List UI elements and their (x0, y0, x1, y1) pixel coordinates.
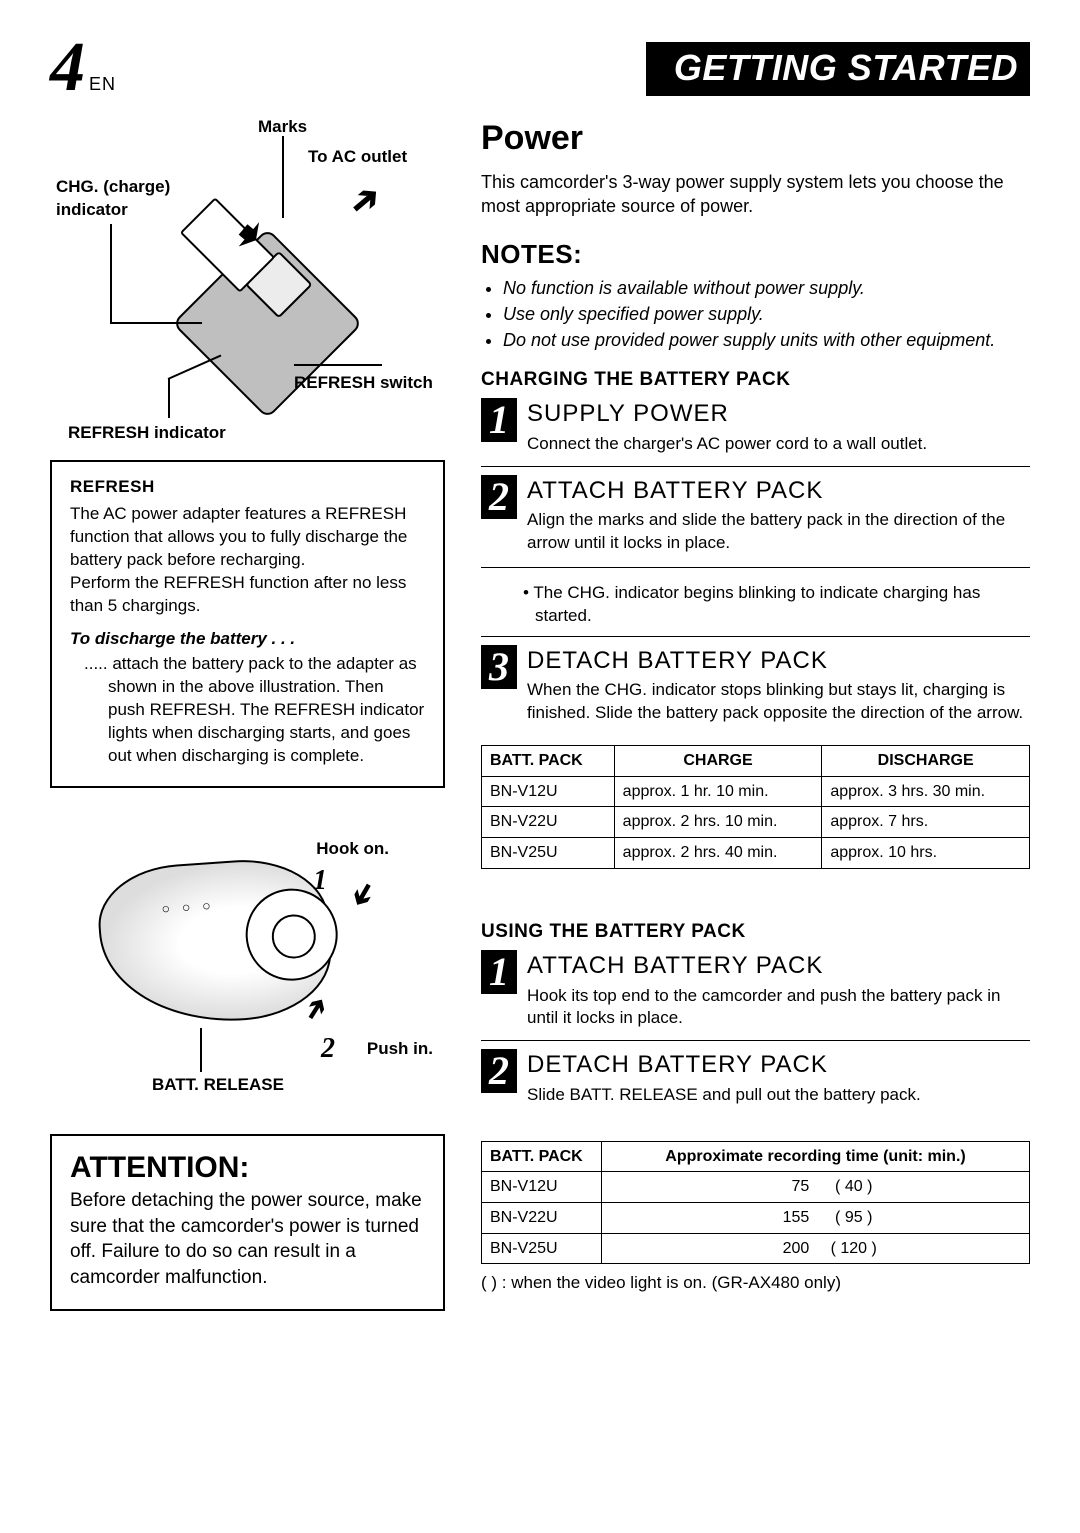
table-cell: BN-V25U (482, 837, 615, 868)
step-number: 2 (481, 1049, 517, 1093)
table-header: BATT. PACK (482, 746, 615, 777)
label-to-ac: To AC outlet (308, 146, 407, 169)
step-title: ATTACH BATTERY PACK (527, 475, 1030, 507)
attention-box: ATTENTION: Before detaching the power so… (50, 1134, 445, 1311)
note-item: Do not use provided power supply units w… (503, 328, 1030, 352)
using-heading: USING THE BATTERY PACK (481, 919, 1030, 945)
table-cell: approx. 3 hrs. 30 min. (822, 776, 1030, 807)
table-cell: approx. 10 hrs. (822, 837, 1030, 868)
step-title: SUPPLY POWER (527, 398, 1030, 430)
step-row: 2 DETACH BATTERY PACK Slide BATT. RELEAS… (481, 1049, 1030, 1116)
attention-body: Before detaching the power source, make … (70, 1188, 425, 1291)
refresh-info-box: REFRESH The AC power adapter features a … (50, 460, 445, 787)
label-batt-release: BATT. RELEASE (152, 1074, 284, 1097)
leader-line (168, 378, 170, 418)
step-text: When the CHG. indicator stops blinking b… (527, 679, 1030, 725)
leader-line (110, 322, 202, 324)
table-row: BN-V12U approx. 1 hr. 10 min. approx. 3 … (482, 776, 1030, 807)
diagram-step-1: 1 (313, 862, 327, 900)
left-column: Marks To AC outlet CHG. (charge) indicat… (50, 116, 445, 1310)
leader-line (168, 355, 222, 380)
step-title: ATTACH BATTERY PACK (527, 950, 1030, 982)
table-row: BN-V22U 155 ( 95 ) (482, 1202, 1030, 1233)
charger-diagram: Marks To AC outlet CHG. (charge) indicat… (50, 116, 445, 446)
arrow-to-ac-icon: ➔ (338, 172, 392, 229)
notes-heading: NOTES: (481, 237, 1030, 272)
label-refresh-switch: REFRESH switch (294, 372, 433, 395)
right-column: Power This camcorder's 3-way power suppl… (481, 116, 1030, 1310)
table-cell: 75 ( 40 ) (602, 1172, 1030, 1203)
step-row: 1 ATTACH BATTERY PACK Hook its top end t… (481, 950, 1030, 1041)
table-cell: BN-V25U (482, 1233, 602, 1264)
section-title-bar: GETTING STARTED (646, 42, 1030, 97)
step-row: 3 DETACH BATTERY PACK When the CHG. indi… (481, 645, 1030, 735)
table-cell: BN-V22U (482, 807, 615, 838)
table-row: BN-V25U approx. 2 hrs. 40 min. approx. 1… (482, 837, 1030, 868)
refresh-subheading: To discharge the battery . . . (70, 628, 425, 651)
table-row: BN-V22U approx. 2 hrs. 10 min. approx. 7… (482, 807, 1030, 838)
page-number: 4 (50, 40, 85, 96)
arrow-hook-icon: ➔ (339, 873, 387, 915)
leader-line (110, 224, 112, 322)
table-row: BN-V12U 75 ( 40 ) (482, 1172, 1030, 1203)
charging-heading: CHARGING THE BATTERY PACK (481, 367, 1030, 393)
note-item: Use only specified power supply. (503, 302, 1030, 326)
table-cell: approx. 2 hrs. 10 min. (614, 807, 822, 838)
step-row: 2 ATTACH BATTERY PACK Align the marks an… (481, 475, 1030, 559)
leader-line (294, 364, 382, 366)
power-intro: This camcorder's 3-way power supply syst… (481, 170, 1030, 219)
step-text: Hook its top end to the camcorder and pu… (527, 985, 1030, 1031)
table-cell: approx. 2 hrs. 40 min. (614, 837, 822, 868)
charge-discharge-table: BATT. PACK CHARGE DISCHARGE BN-V12U appr… (481, 745, 1030, 868)
diagram-step-2: 2 (321, 1030, 335, 1068)
label-push-in: Push in. (367, 1038, 433, 1061)
notes-list: No function is available without power s… (481, 276, 1030, 353)
table-cell: BN-V12U (482, 776, 615, 807)
power-heading: Power (481, 116, 1030, 162)
step-text: Align the marks and slide the battery pa… (527, 509, 1030, 555)
label-refresh-indicator: REFRESH indicator (68, 422, 226, 445)
refresh-p1: The AC power adapter features a REFRESH … (70, 503, 425, 572)
table-header: Approximate recording time (unit: min.) (602, 1141, 1030, 1172)
table-row: BN-V25U 200 ( 120 ) (482, 1233, 1030, 1264)
table-cell: 155 ( 95 ) (602, 1202, 1030, 1233)
step-number: 1 (481, 950, 517, 994)
refresh-instructions: ..... attach the battery pack to the ada… (70, 653, 425, 768)
table-cell: BN-V12U (482, 1172, 602, 1203)
refresh-p2: Perform the REFRESH function after no le… (70, 572, 425, 618)
recording-time-table: BATT. PACK Approximate recording time (u… (481, 1141, 1030, 1264)
table-header: BATT. PACK (482, 1141, 602, 1172)
step-number: 1 (481, 398, 517, 442)
step-text: Slide BATT. RELEASE and pull out the bat… (527, 1084, 1030, 1107)
leader-line (200, 1028, 202, 1072)
label-hook-on: Hook on. (316, 838, 389, 861)
attention-heading: ATTENTION: (70, 1148, 425, 1189)
step-number: 2 (481, 475, 517, 519)
table-cell: BN-V22U (482, 1202, 602, 1233)
page-header: 4 EN GETTING STARTED (50, 40, 1030, 96)
step-row: 1 SUPPLY POWER Connect the charger's AC … (481, 398, 1030, 466)
step-number: 3 (481, 645, 517, 689)
step-title: DETACH BATTERY PACK (527, 1049, 1030, 1081)
table-footnote: ( ) : when the video light is on. (GR-AX… (481, 1272, 1030, 1295)
table-header: CHARGE (614, 746, 822, 777)
label-chg-indicator: CHG. (charge) indicator (56, 176, 196, 222)
table-header: DISCHARGE (822, 746, 1030, 777)
page-lang: EN (89, 72, 116, 96)
leader-line (282, 136, 284, 218)
table-cell: approx. 1 hr. 10 min. (614, 776, 822, 807)
page-number-block: 4 EN (50, 40, 116, 96)
step-text: Connect the charger's AC power cord to a… (527, 433, 1030, 456)
table-cell: approx. 7 hrs. (822, 807, 1030, 838)
table-cell: 200 ( 120 ) (602, 1233, 1030, 1264)
note-item: No function is available without power s… (503, 276, 1030, 300)
step-title: DETACH BATTERY PACK (527, 645, 1030, 677)
camcorder-diagram: Hook on. ○ ○ ○ 1 ➔ 2 Push in. ➔ BATT. RE… (50, 838, 445, 1118)
refresh-heading: REFRESH (70, 476, 425, 499)
step-sub-bullet: • The CHG. indicator begins blinking to … (481, 582, 1030, 628)
